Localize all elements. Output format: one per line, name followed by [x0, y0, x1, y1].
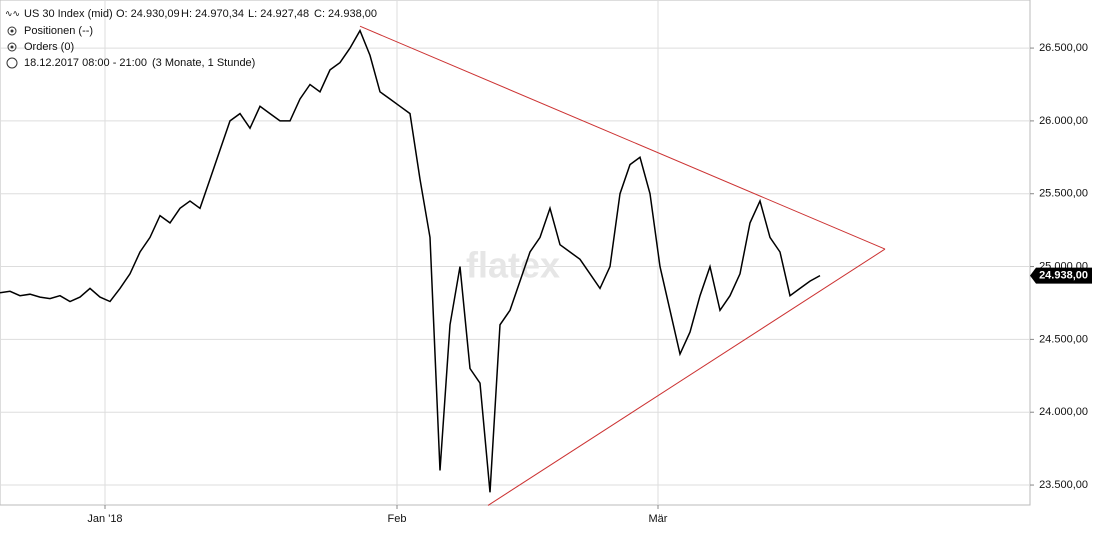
close: C: 24.938,00 — [314, 8, 377, 20]
instrument: US 30 Index (mid) — [24, 8, 113, 20]
grid — [0, 0, 1030, 505]
last-price-label: 24.938,00 — [1039, 269, 1088, 281]
period: (3 Monate, 1 Stunde) — [152, 57, 255, 69]
price-line — [0, 28, 821, 493]
session: 18.12.2017 08:00 - 21:00 — [24, 57, 147, 69]
orders[interactable]: Orders (0) — [24, 41, 74, 53]
plot-area — [0, 0, 1031, 506]
icon — [10, 29, 14, 33]
watermark: flatex — [466, 245, 560, 286]
trend-line — [487, 248, 886, 506]
y-tick-label: 26.500,00 — [1039, 42, 1088, 54]
plot — [0, 25, 886, 506]
y-tick-label: 23.500,00 — [1039, 479, 1088, 491]
x-tick-label: Feb — [388, 513, 407, 525]
open: O: 24.930,09 — [116, 8, 180, 20]
icon: ∿∿ — [5, 8, 20, 18]
icon — [7, 26, 17, 36]
high: H: 24.970,34 — [181, 8, 244, 20]
x-tick-label: Jan '18 — [87, 513, 122, 525]
trend-line — [359, 25, 886, 250]
clock-icon — [6, 57, 18, 69]
positions[interactable]: Positionen (--) — [24, 25, 93, 37]
last-price-box — [1030, 267, 1092, 284]
low: L: 24.927,48 — [248, 8, 309, 20]
y-tick-label: 24.000,00 — [1039, 406, 1088, 418]
y-tick-label: 25.500,00 — [1039, 188, 1088, 200]
y-tick-label: 26.000,00 — [1039, 115, 1088, 127]
header: ∿∿ US 30 Index (mid) O: 24.930,09 H: 24.… — [5, 8, 377, 69]
x-tick-label: Mär — [649, 513, 668, 525]
icon — [10, 45, 14, 49]
icon — [7, 42, 17, 52]
y-tick-label: 24.500,00 — [1039, 333, 1088, 345]
